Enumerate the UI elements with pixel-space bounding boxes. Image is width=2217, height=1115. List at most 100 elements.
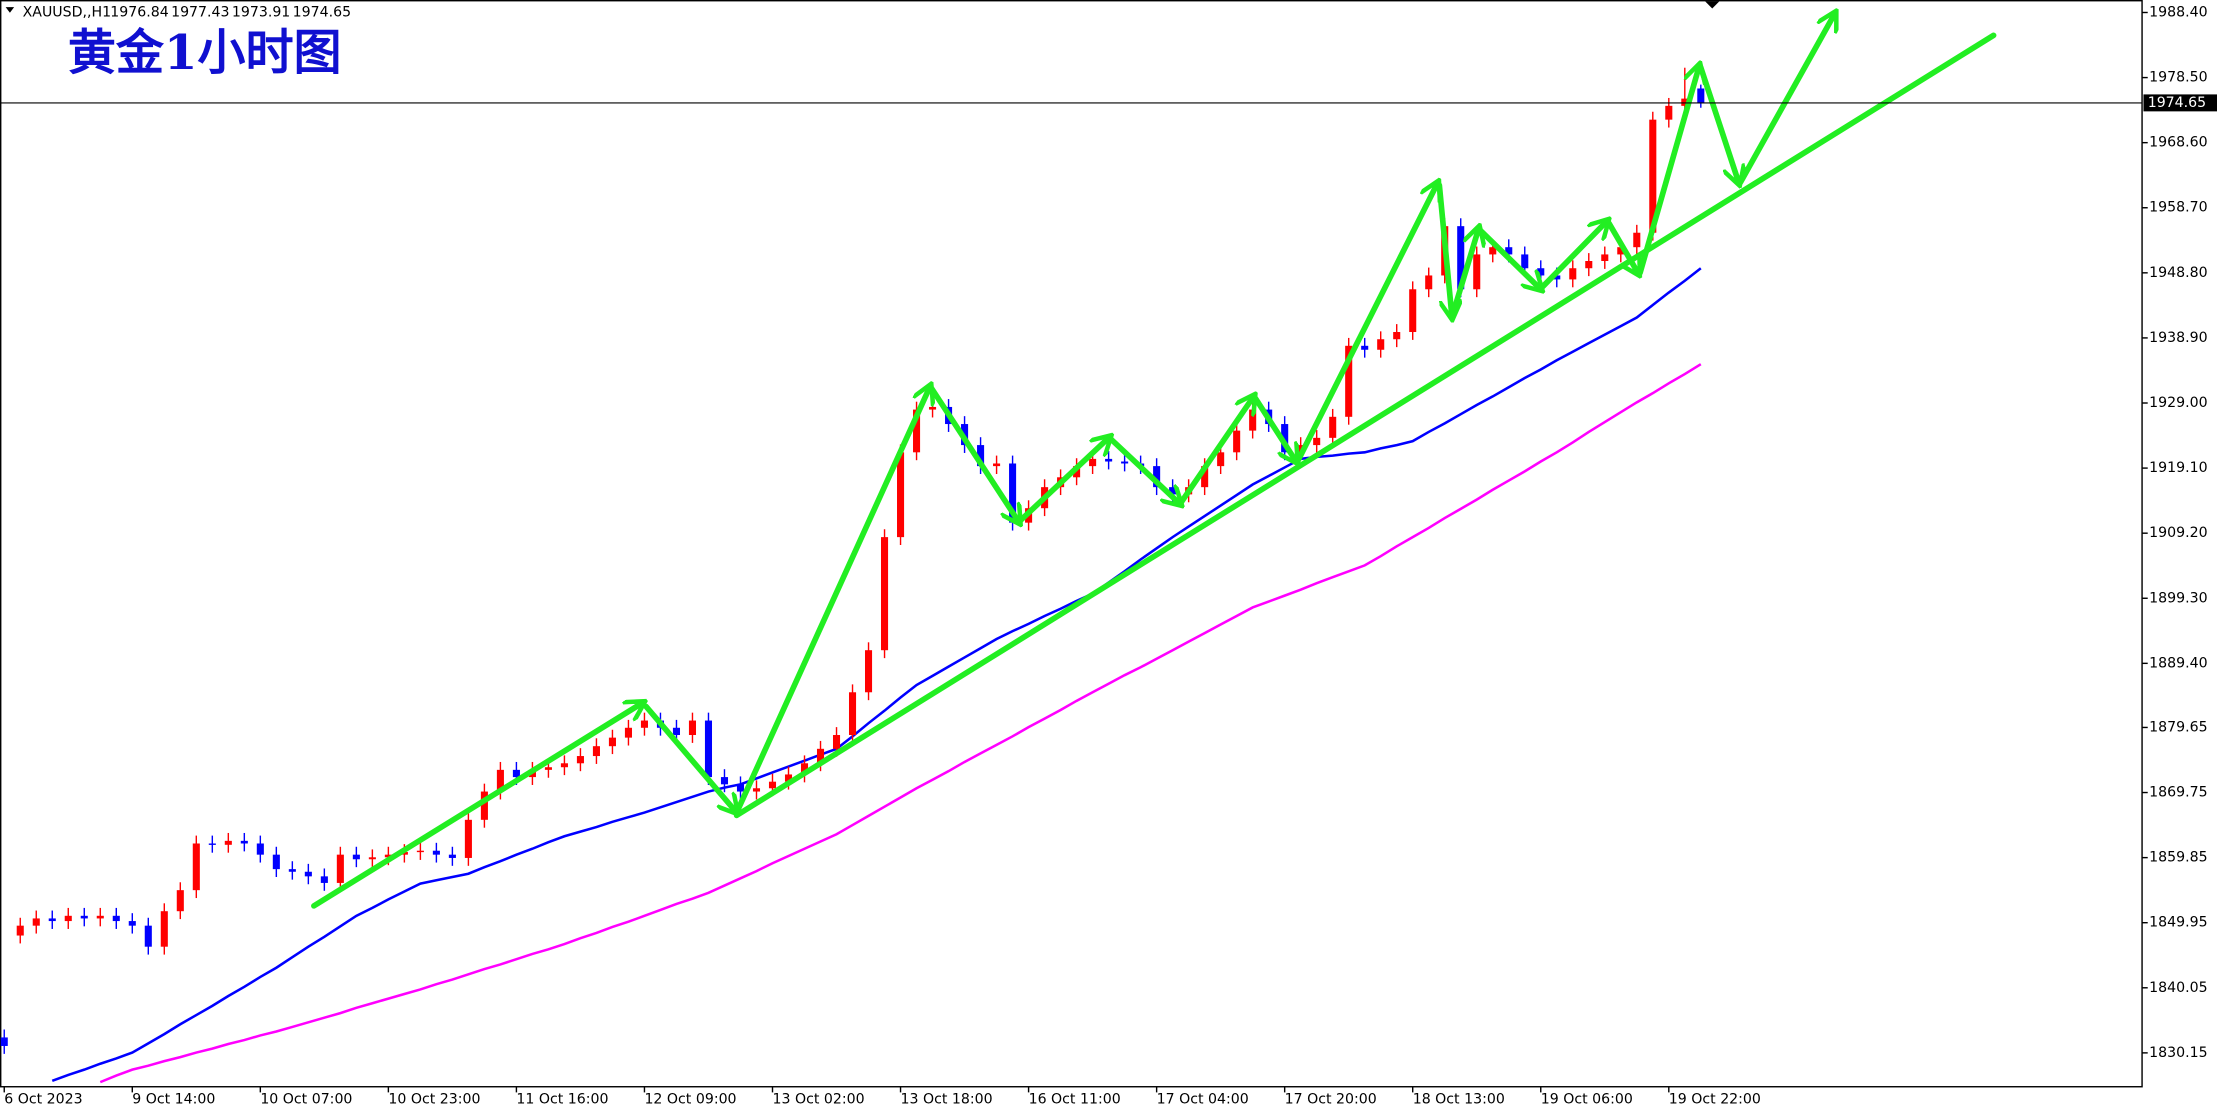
candle-body bbox=[544, 767, 552, 770]
candle-body bbox=[913, 409, 921, 453]
candle-body bbox=[1313, 437, 1321, 446]
candle-body bbox=[560, 763, 568, 768]
candle-body bbox=[1489, 247, 1497, 255]
x-tick-label: 12 Oct 09:00 bbox=[644, 1091, 736, 1107]
candle-body bbox=[512, 769, 520, 778]
y-tick-label: 1869.75 bbox=[2149, 785, 2207, 801]
wave-arrow bbox=[1436, 182, 1452, 318]
candle-body bbox=[1281, 424, 1289, 453]
y-tick-label: 1929.00 bbox=[2149, 395, 2207, 411]
x-tick-label: 10 Oct 07:00 bbox=[260, 1091, 352, 1107]
candle-body bbox=[800, 763, 809, 775]
y-tick-label: 1988.40 bbox=[2149, 4, 2207, 20]
candle-body bbox=[1601, 254, 1609, 262]
candle-body bbox=[208, 843, 216, 845]
candle-body bbox=[1649, 119, 1657, 233]
candle-body bbox=[929, 406, 937, 410]
candle-body bbox=[1425, 275, 1433, 290]
candle-body bbox=[432, 850, 440, 855]
wave-arrow bbox=[1177, 396, 1255, 506]
candle-body bbox=[1505, 247, 1513, 255]
wave-arrow bbox=[1737, 13, 1836, 186]
candle-body bbox=[881, 537, 889, 651]
wave-arrow bbox=[1252, 395, 1297, 463]
candle-body bbox=[608, 737, 616, 747]
x-tick-label: 11 Oct 16:00 bbox=[516, 1091, 608, 1107]
candle-body bbox=[768, 781, 777, 789]
candle-body bbox=[1457, 226, 1465, 290]
candle-body bbox=[848, 692, 857, 736]
candle-body bbox=[0, 1037, 8, 1046]
candle-body bbox=[897, 452, 905, 538]
candle-body bbox=[416, 850, 424, 853]
x-tick-label: 19 Oct 06:00 bbox=[1541, 1091, 1633, 1107]
candle-body bbox=[384, 854, 392, 858]
symbol: XAUUSD,,H1 bbox=[23, 5, 111, 21]
wave-arrow bbox=[1698, 65, 1739, 184]
price-tag bbox=[2143, 94, 2217, 112]
y-tick-label: 1859.85 bbox=[2149, 850, 2207, 866]
candle-body bbox=[1345, 345, 1353, 417]
candle-body bbox=[272, 854, 280, 870]
candle-body bbox=[288, 869, 296, 872]
candle-body bbox=[1377, 339, 1385, 350]
candle-body bbox=[1297, 445, 1305, 453]
candle-body bbox=[256, 843, 264, 855]
candle-body bbox=[1361, 345, 1369, 350]
y-tick-label: 1889.40 bbox=[2149, 655, 2207, 671]
candle-body bbox=[192, 843, 200, 891]
wave-arrow bbox=[1018, 437, 1110, 523]
y-tick-label: 1840.05 bbox=[2149, 980, 2207, 996]
candle-body bbox=[977, 445, 985, 467]
candle-body bbox=[496, 769, 504, 792]
candle-body bbox=[816, 748, 825, 764]
candle-body bbox=[304, 871, 312, 877]
candle-body bbox=[1633, 232, 1641, 248]
annotations bbox=[311, 13, 1997, 909]
candle-body bbox=[1681, 98, 1689, 106]
candle-body bbox=[160, 911, 168, 947]
header-open: 1976.84 bbox=[110, 5, 168, 21]
candle-body bbox=[48, 918, 56, 922]
candle-body bbox=[576, 756, 584, 764]
candle-body bbox=[1569, 268, 1577, 280]
price-tag-label: 1974.65 bbox=[2148, 95, 2206, 111]
y-tick-label: 1899.30 bbox=[2149, 590, 2207, 606]
candle-body bbox=[640, 720, 648, 728]
x-tick-label: 10 Oct 23:00 bbox=[388, 1091, 480, 1107]
y-tick-label: 1978.50 bbox=[2149, 70, 2207, 86]
candle-body bbox=[1617, 247, 1625, 255]
candle-body bbox=[704, 720, 713, 778]
wave-arrow bbox=[311, 702, 643, 909]
candle-body bbox=[736, 784, 745, 792]
candle-body bbox=[784, 774, 793, 782]
candle-body bbox=[1249, 409, 1257, 431]
y-tick-label: 1919.10 bbox=[2149, 460, 2207, 476]
wave-arrow bbox=[1295, 182, 1438, 464]
wave-arrow bbox=[1449, 228, 1479, 320]
shift-marker bbox=[1705, 1, 1720, 9]
candle-body bbox=[993, 463, 1001, 467]
wave-arrow bbox=[733, 386, 931, 816]
candle-body bbox=[240, 840, 248, 844]
header-high: 1977.43 bbox=[171, 5, 229, 21]
moving-average-line bbox=[51, 267, 1702, 1083]
candle-body bbox=[1121, 461, 1129, 464]
y-tick-label: 1909.20 bbox=[2149, 525, 2207, 541]
candle-body bbox=[1473, 254, 1481, 290]
candle-body bbox=[672, 727, 681, 736]
candle-body bbox=[1553, 275, 1561, 280]
wave-arrow bbox=[928, 385, 1020, 523]
candle-body bbox=[1009, 463, 1017, 523]
y-tick-label: 1830.15 bbox=[2149, 1045, 2207, 1061]
candle-body bbox=[1105, 458, 1113, 462]
y-tick-label: 1948.80 bbox=[2149, 265, 2207, 281]
candle-body bbox=[1233, 430, 1241, 453]
candle-body bbox=[80, 915, 88, 919]
candle-body bbox=[1537, 268, 1545, 276]
candle-body bbox=[1201, 466, 1209, 488]
candle-body bbox=[336, 854, 344, 883]
candle-body bbox=[1393, 332, 1401, 340]
